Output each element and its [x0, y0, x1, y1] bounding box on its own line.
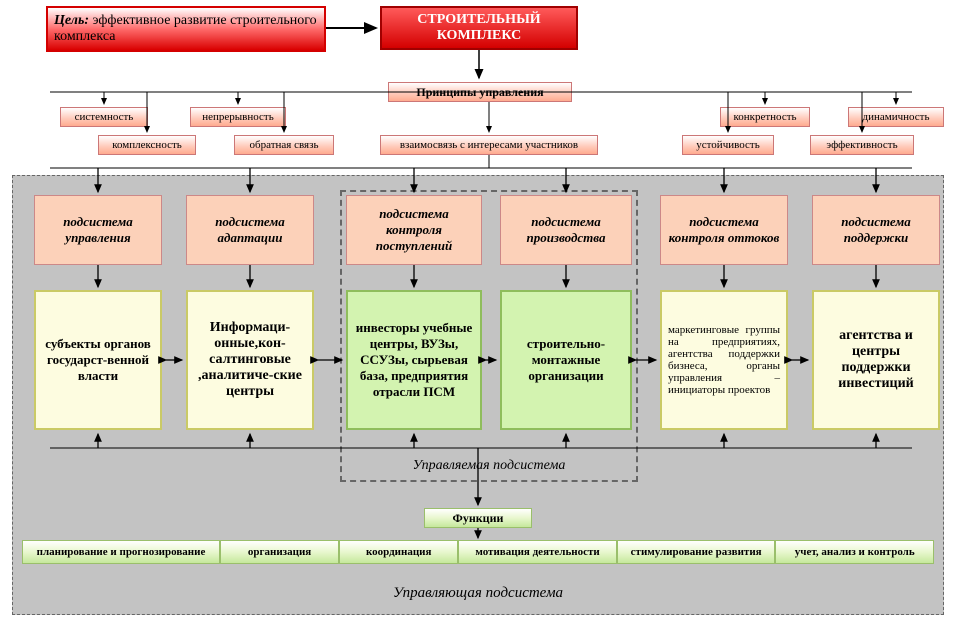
f3: координация: [339, 540, 458, 564]
p6: конкретность: [720, 107, 810, 127]
managed-label: Управляемая подсистема: [340, 458, 638, 474]
sub1: подсистема управления: [34, 195, 162, 265]
body3: инвесторы учебные центры, ВУЗы, ССУЗы, с…: [346, 290, 482, 430]
p1: системность: [60, 107, 148, 127]
functions-box: Функции: [424, 508, 532, 528]
p4: обратная связь: [234, 135, 334, 155]
header-text: СТРОИТЕЛЬНЫЙ КОМПЛЕКС: [388, 12, 570, 44]
p3: комплексность: [98, 135, 196, 155]
f4: мотивация деятельности: [458, 540, 617, 564]
p9: эффективность: [810, 135, 914, 155]
header-box: СТРОИТЕЛЬНЫЙ КОМПЛЕКС: [380, 6, 578, 50]
p5: взаимосвязь с интересами участников: [380, 135, 598, 155]
body1: субъекты органов государст-венной власти: [34, 290, 162, 430]
f2: организация: [220, 540, 339, 564]
p2: непрерывность: [190, 107, 286, 127]
sub4: подсистема производства: [500, 195, 632, 265]
principles-box: Принципы управления: [388, 82, 572, 102]
sub6: подсистема поддержки: [812, 195, 940, 265]
f1: планирование и прогнозирование: [22, 540, 220, 564]
goal-box: Цель: эффективное развитие строительного…: [46, 6, 326, 52]
f6: учет, анализ и контроль: [775, 540, 934, 564]
body5: маркетинговые группы на предприятиях, аг…: [660, 290, 788, 430]
diagram-canvas: Цель: эффективное развитие строительного…: [0, 0, 956, 624]
sub2: подсистема адаптации: [186, 195, 314, 265]
functions-row: планирование и прогнозирование организац…: [22, 540, 934, 564]
body2: Информаци-онные,кон-салтинговые ,аналити…: [186, 290, 314, 430]
goal-text: эффективное развитие строительного компл…: [54, 13, 317, 44]
p7: динамичность: [848, 107, 944, 127]
managing-label: Управляющая подсистема: [12, 585, 944, 602]
body4: строительно-монтажные организации: [500, 290, 632, 430]
goal-prefix: Цель:: [54, 13, 89, 28]
principles-text: Принципы управления: [416, 85, 543, 100]
f5: стимулирование развития: [617, 540, 776, 564]
p8: устойчивость: [682, 135, 774, 155]
body6: агентства и центры поддержки инвестиций: [812, 290, 940, 430]
sub5: подсистема контроля оттоков: [660, 195, 788, 265]
sub3: подсистема контроля поступлений: [346, 195, 482, 265]
